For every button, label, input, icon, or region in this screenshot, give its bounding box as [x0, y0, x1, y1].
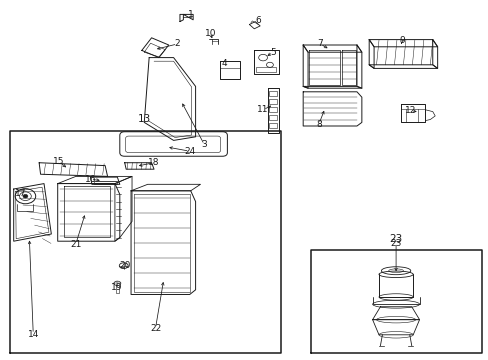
Text: 22: 22	[149, 324, 161, 333]
Bar	[256, 67, 275, 72]
Text: 24: 24	[183, 147, 195, 156]
Text: 10: 10	[204, 29, 216, 37]
Text: 21: 21	[70, 240, 81, 248]
Text: 14: 14	[27, 330, 39, 338]
Text: 9: 9	[398, 36, 404, 45]
Bar	[269, 99, 277, 104]
Text: 13: 13	[137, 114, 151, 124]
Text: 3: 3	[201, 140, 207, 149]
Bar	[94, 181, 117, 184]
Bar	[269, 107, 277, 112]
Text: 19: 19	[110, 283, 122, 292]
Text: 8: 8	[315, 120, 321, 129]
Text: 1: 1	[187, 10, 193, 19]
Text: 20: 20	[119, 261, 130, 270]
Text: 12: 12	[404, 106, 416, 115]
Text: 23: 23	[389, 238, 401, 248]
Text: 4: 4	[221, 59, 226, 68]
Text: 11: 11	[257, 105, 268, 114]
Text: 7: 7	[317, 40, 323, 49]
Bar	[269, 91, 277, 96]
Text: 5: 5	[269, 48, 275, 57]
Text: 16: 16	[84, 175, 96, 184]
Bar	[269, 123, 277, 128]
Bar	[269, 115, 277, 120]
Text: 18: 18	[148, 158, 160, 167]
Text: 15: 15	[53, 157, 64, 166]
Text: 2: 2	[174, 40, 180, 49]
Text: 17: 17	[15, 189, 26, 198]
Text: 6: 6	[255, 16, 261, 25]
Text: 23: 23	[388, 234, 402, 244]
Ellipse shape	[23, 194, 28, 198]
